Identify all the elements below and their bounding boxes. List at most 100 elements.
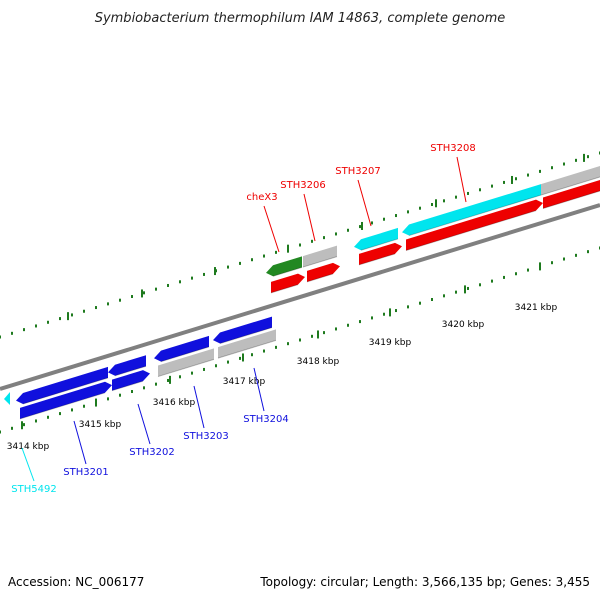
minor-tick [527, 173, 529, 177]
minor-tick [143, 291, 145, 295]
minor-tick [83, 309, 85, 313]
callout-line [263, 205, 280, 253]
major-tick [389, 308, 391, 317]
minor-tick [383, 312, 385, 316]
minor-tick [575, 253, 577, 257]
gene-blue-reverse [213, 316, 272, 344]
gene-shadow [114, 365, 147, 377]
minor-tick [359, 225, 361, 229]
minor-tick [311, 239, 313, 243]
major-tick [317, 330, 319, 339]
gene-shadow [542, 190, 600, 209]
minor-tick [335, 232, 337, 236]
gene-shadow [217, 339, 277, 359]
scale-label: 3418 kbp [297, 357, 340, 367]
genome-summary-text: Topology: circular; Length: 3,566,135 bp… [259, 575, 590, 589]
minor-tick [503, 275, 505, 279]
callout-line [137, 403, 151, 445]
minor-tick [155, 382, 157, 386]
major-tick [67, 312, 69, 321]
gene-green-reverse [266, 256, 302, 277]
minor-tick [263, 254, 265, 258]
minor-tick [71, 408, 73, 412]
minor-tick [491, 279, 493, 283]
major-tick [287, 244, 289, 253]
scale-label: 3416 kbp [153, 398, 196, 408]
gene-shadow [160, 346, 210, 363]
minor-tick [143, 386, 145, 390]
minor-tick [71, 313, 73, 317]
minor-tick [227, 360, 229, 364]
minor-tick [359, 320, 361, 324]
minor-tick [299, 243, 301, 247]
minor-tick [47, 415, 49, 419]
gene-red-forward [307, 262, 340, 282]
gene-shadow [219, 327, 273, 345]
callout-line [21, 447, 35, 482]
minor-tick [215, 364, 217, 368]
minor-tick [203, 272, 205, 276]
minor-tick [23, 423, 25, 427]
major-tick [464, 285, 466, 294]
gene-shadow [358, 253, 396, 266]
minor-tick [179, 375, 181, 379]
major-tick [21, 421, 23, 430]
gene-blue-forward [112, 370, 150, 391]
callout-line [73, 420, 87, 465]
minor-tick [251, 353, 253, 357]
scale-label: 3421 kbp [515, 303, 558, 313]
gene-shadow [405, 210, 537, 251]
minor-tick [323, 331, 325, 335]
gene-shadow [19, 392, 106, 420]
minor-tick [563, 162, 565, 166]
gene-grey [218, 329, 276, 359]
minor-tick [203, 367, 205, 371]
gene-red-forward [271, 273, 305, 293]
gene-cyan-reverse [354, 227, 398, 251]
minor-tick [239, 356, 241, 360]
gene-shadow [22, 377, 109, 405]
gene-shadow [306, 273, 334, 283]
gene-shadow [540, 176, 600, 196]
gene-shadow [270, 284, 299, 294]
major-tick [539, 262, 541, 271]
genome-backbone [0, 203, 600, 391]
gene-label: cheX3 [246, 192, 277, 203]
gene-label: STH3207 [335, 166, 380, 177]
major-tick [511, 175, 513, 184]
scale-label: 3414 kbp [7, 442, 50, 452]
minor-tick [575, 158, 577, 162]
minor-tick [479, 283, 481, 287]
scale-label: 3415 kbp [79, 420, 122, 430]
gene-label: STH3201 [63, 467, 108, 478]
scale-label: 3417 kbp [223, 377, 266, 387]
gene-callouts: STH5492 STH3201 STH3202 STH3203 STH3204 cheX3… [11, 143, 475, 495]
accession-text: Accession: NC_006177 [8, 575, 144, 589]
minor-tick [11, 426, 13, 430]
gene-shadow [360, 238, 399, 251]
minor-tick [275, 250, 277, 254]
minor-tick [419, 206, 421, 210]
minor-tick [167, 283, 169, 287]
gene-grey [541, 165, 600, 196]
minor-tick [503, 180, 505, 184]
minor-tick [83, 404, 85, 408]
gene-cyan-reverse [402, 184, 541, 236]
minor-tick [239, 261, 241, 265]
minor-tick [11, 331, 13, 335]
minor-tick [287, 342, 289, 346]
gene-grey [158, 348, 214, 377]
gene-label: STH3208 [430, 143, 475, 154]
gene-grey [303, 245, 337, 268]
gene-red-forward [406, 199, 543, 251]
minor-tick [419, 301, 421, 305]
minor-tick [539, 169, 541, 173]
major-tick [361, 221, 363, 230]
minor-tick [0, 430, 1, 434]
minor-tick [587, 155, 589, 159]
minor-tick [347, 323, 349, 327]
minor-tick [455, 195, 457, 199]
minor-tick [563, 257, 565, 261]
minor-tick [323, 236, 325, 240]
minor-tick [191, 371, 193, 375]
